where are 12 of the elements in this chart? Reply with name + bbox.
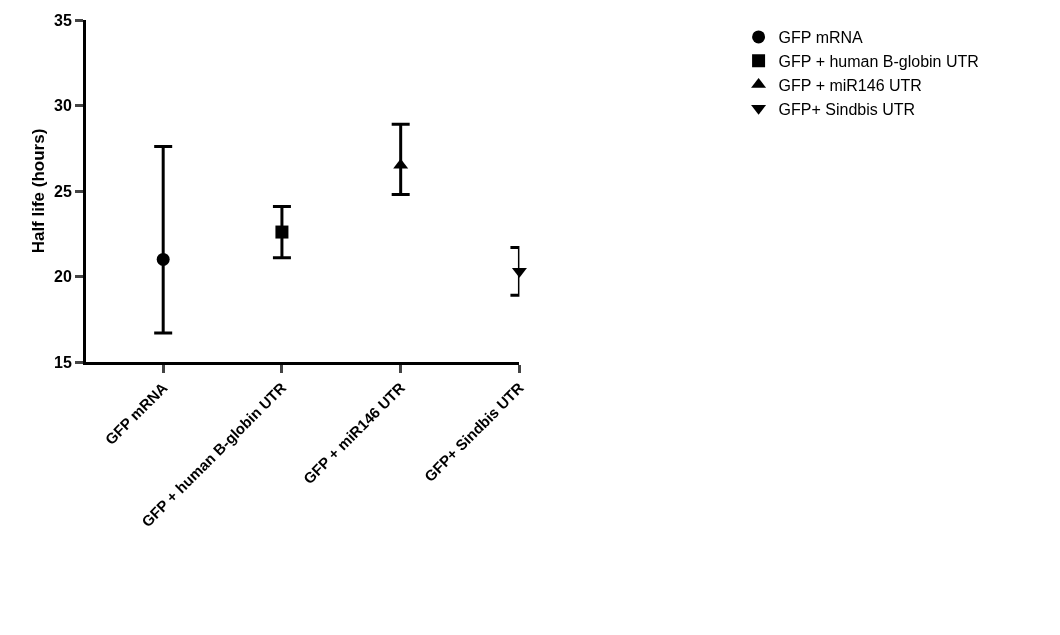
y-tick-label: 15	[54, 353, 72, 371]
point	[275, 225, 289, 239]
legend-label: GFP + human B-globin UTR	[778, 52, 979, 70]
point	[156, 252, 170, 266]
y-tick-label: 25	[54, 182, 72, 200]
y-tick-label: 35	[54, 11, 72, 29]
y-axis-title: Half life (hours)	[28, 128, 48, 254]
legend-label: GFP+ Sindbis UTR	[778, 100, 916, 118]
y-tick-label: 20	[54, 268, 72, 286]
legend-label: GFP + miR146 UTR	[778, 76, 922, 94]
legend-label: GFP mRNA	[778, 29, 864, 47]
y-tick-label: 30	[54, 97, 72, 115]
